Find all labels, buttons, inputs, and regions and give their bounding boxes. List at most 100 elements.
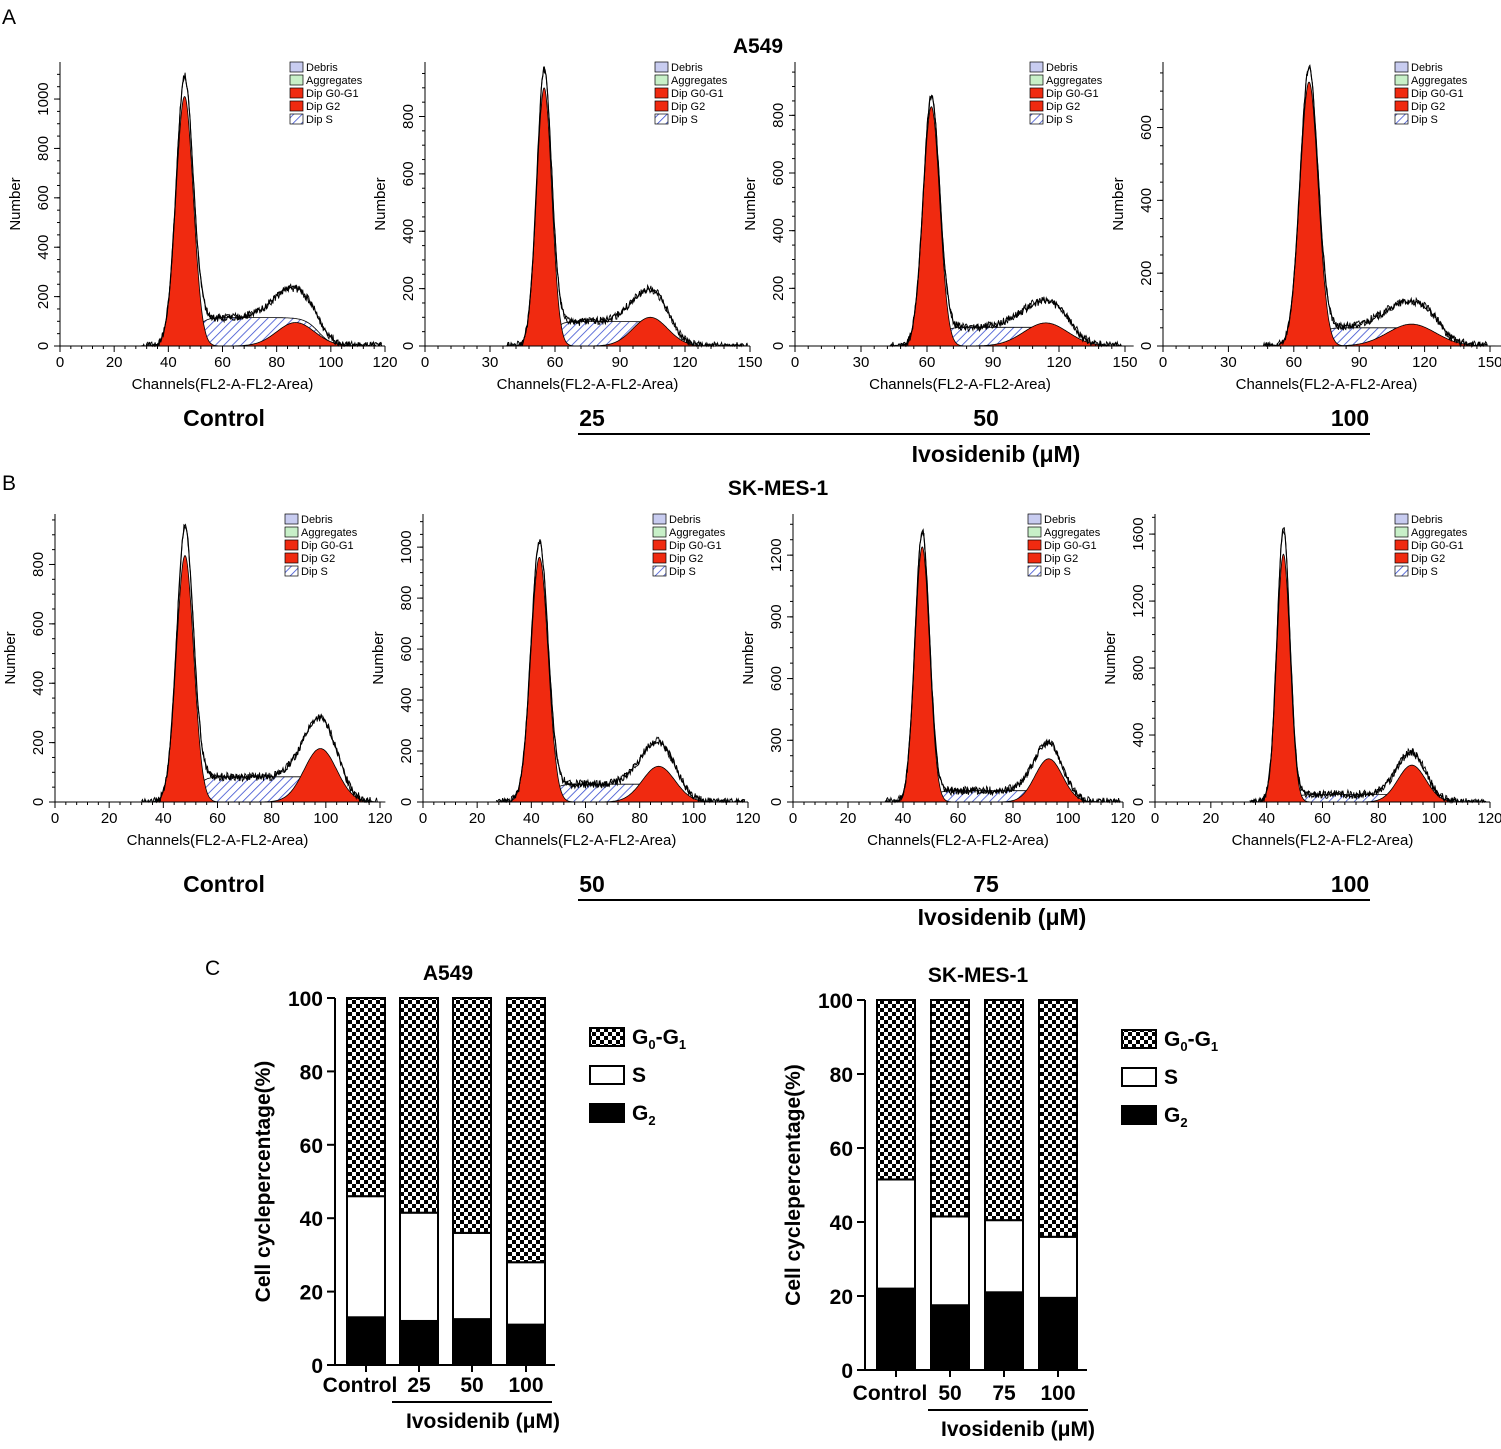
legend-label: Debris xyxy=(1411,514,1443,526)
y-tick-label: 600 xyxy=(770,160,787,185)
y-tick-label: 0 xyxy=(1130,798,1147,806)
legend-label: Dip G0-G1 xyxy=(669,540,722,552)
x-axis-label: Channels(FL2-A-FL2-Area) xyxy=(1236,376,1418,393)
legend-label: Dip G2 xyxy=(1411,553,1445,565)
b-cond-100: 100 xyxy=(1331,871,1369,897)
a-cond-100: 100 xyxy=(1331,405,1369,431)
legend-label: Dip G2 xyxy=(1046,101,1080,113)
x-tick-label: 120 xyxy=(1412,354,1437,371)
legend-swatch xyxy=(289,74,304,86)
legend-label: Dip S xyxy=(1044,566,1071,578)
bar-segment-g2 xyxy=(346,1316,386,1367)
x-tick-label: 30 xyxy=(853,354,870,371)
legend-label: Debris xyxy=(669,514,701,526)
bar-segment-g0-g1 xyxy=(1038,999,1078,1238)
legend-label: Dip G2 xyxy=(671,101,705,113)
legend-swatch xyxy=(1394,74,1409,86)
x-tick-label: 30 xyxy=(482,354,499,371)
x-tick-label: 20 xyxy=(106,354,123,371)
y-tick-label: 300 xyxy=(768,728,785,753)
x-axis-label: Channels(FL2-A-FL2-Area) xyxy=(869,376,1051,393)
y-tick-label: 100 xyxy=(818,990,853,1013)
y-axis-label: Number xyxy=(740,631,757,684)
x-tick-label: 0 xyxy=(421,354,429,371)
bar-segment-g2 xyxy=(930,1304,970,1371)
x-tick-label: 60 xyxy=(214,354,231,371)
y-axis-label: Number xyxy=(742,177,759,230)
y-tick-label: 200 xyxy=(1138,261,1155,286)
x-tick-label: 60 xyxy=(950,810,967,827)
bar-segment-g0-g1 xyxy=(346,997,386,1198)
x-tick-label: 60 xyxy=(1285,354,1302,371)
legend-label: Dip G0-G1 xyxy=(301,540,354,552)
a-treatment-label: Ivosidenib (μM) xyxy=(912,441,1081,467)
x-tick-label: 0 xyxy=(51,810,59,827)
x-tick-label: 120 xyxy=(372,354,397,371)
x-tick-label: 80 xyxy=(631,810,648,827)
histogram-B-100: 0 20 40 60 80 100 120040080012001600Channels(F… xyxy=(1102,513,1501,849)
y-tick-label: 600 xyxy=(35,185,52,210)
y-tick-label: 400 xyxy=(1130,723,1147,748)
a-cond-25: 25 xyxy=(579,405,605,431)
section-b-title: SK-MES-1 xyxy=(728,477,829,500)
y-axis-label: Number xyxy=(370,631,387,684)
x-tick-label: 25 xyxy=(407,1374,431,1397)
histogram-panels: 0 20 40 60 80 100 12002004006008001000Channels… xyxy=(2,61,1501,849)
y-tick-label: 0 xyxy=(1138,342,1155,350)
legend-swatch xyxy=(1394,565,1409,577)
b-cond-50: 50 xyxy=(579,871,605,897)
y-axis-label: Number xyxy=(1110,177,1127,230)
x-tick-label: 120 xyxy=(735,810,760,827)
legend-label: Dip G2 xyxy=(1411,101,1445,113)
x-tick-label: 60 xyxy=(1314,810,1331,827)
legend-label: Dip G0-G1 xyxy=(671,88,724,100)
x-tick-label: 150 xyxy=(1112,354,1137,371)
x-tick-label: 20 xyxy=(101,810,118,827)
legend-swatch xyxy=(1027,526,1042,538)
y-axis-label: Number xyxy=(7,177,24,230)
y-tick-label: 600 xyxy=(30,611,47,636)
legend-swatch xyxy=(654,87,669,99)
x-axis-label: Channels(FL2-A-FL2-Area) xyxy=(867,832,1049,849)
y-tick-label: 600 xyxy=(400,161,417,186)
y-tick-label: 900 xyxy=(768,604,785,629)
y-tick-label: 800 xyxy=(30,552,47,577)
legend-swatch xyxy=(654,100,669,112)
x-tick-label: 40 xyxy=(895,810,912,827)
legend-label: Dip S xyxy=(306,114,333,126)
g0-g1-peak xyxy=(149,555,220,803)
y-tick-label: 800 xyxy=(770,103,787,128)
legend-swatch xyxy=(654,113,669,125)
bar-segment-g2 xyxy=(984,1291,1024,1372)
y-tick-label: 200 xyxy=(400,276,417,301)
legend-label: Dip S xyxy=(301,566,328,578)
legend-label: Aggregates xyxy=(1411,75,1468,87)
legend-g2-label: G2 xyxy=(632,1102,656,1128)
panel-label-b: B xyxy=(2,472,16,495)
legend-swatch xyxy=(289,61,304,73)
x-tick-label: 80 xyxy=(268,354,285,371)
y-tick-label: 0 xyxy=(400,342,417,350)
legend-g0-g1-label: G0-G1 xyxy=(632,1026,686,1052)
legend-label: Dip G2 xyxy=(306,101,340,113)
legend-swatch xyxy=(1394,513,1409,525)
legend-swatch xyxy=(1027,552,1042,564)
y-tick-label: 600 xyxy=(1138,115,1155,140)
legend-swatch xyxy=(1394,113,1409,125)
g0-g1-peak xyxy=(504,557,575,803)
y-axis-label: Cell cyclepercentage(%) xyxy=(782,1064,805,1306)
y-tick-label: 0 xyxy=(770,342,787,350)
raw-data-line xyxy=(141,523,378,804)
bar-segment-g2 xyxy=(399,1319,439,1366)
histogram-A-50: 0 30 60 90 120 150 0 200 400 600 800 Channels(FL2-A… xyxy=(742,61,1138,393)
legend-label: Dip G0-G1 xyxy=(1411,540,1464,552)
y-tick-label: 1200 xyxy=(1130,584,1147,617)
legend-swatch xyxy=(654,74,669,86)
bar-segment-g2 xyxy=(506,1323,546,1367)
legend-label: Debris xyxy=(301,514,333,526)
legend-label: Dip S xyxy=(671,114,698,126)
y-tick-label: 400 xyxy=(30,671,47,696)
legend-swatch xyxy=(654,61,669,73)
x-tick-label: 0 xyxy=(56,354,64,371)
legend-swatch xyxy=(284,565,299,577)
